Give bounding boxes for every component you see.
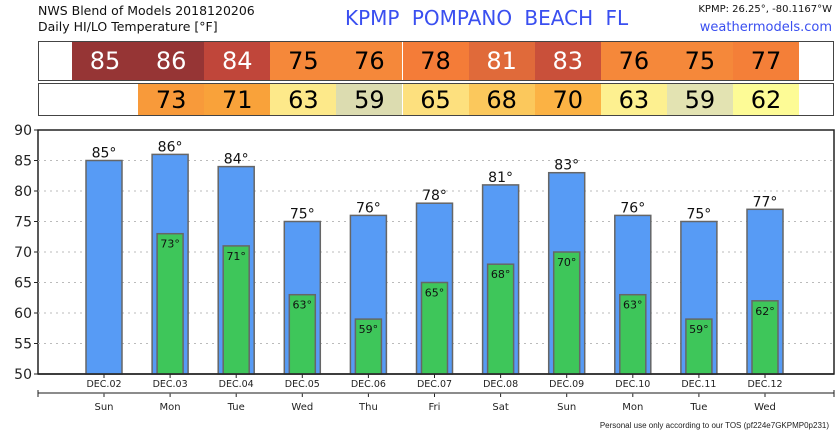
high-temp-cell: 76 (336, 42, 403, 80)
day-label: Tue (227, 402, 245, 413)
low-bar (354, 318, 383, 375)
high-label: 75° (290, 207, 315, 223)
x-tick-label: DEC.08 (483, 379, 518, 390)
site-link[interactable]: weathermodels.com (699, 20, 832, 35)
high-bar (85, 159, 123, 375)
day-label: Sat (492, 402, 508, 413)
y-tick-label: 90 (14, 123, 32, 139)
low-bar (288, 293, 317, 375)
y-tick-label: 75 (14, 215, 32, 231)
low-temp-cell: 63 (270, 84, 337, 115)
low-temp-cell: 70 (534, 84, 601, 115)
y-tick-label: 85 (14, 154, 32, 170)
x-tick-label: DEC.10 (615, 379, 650, 390)
high-temp-cell: 76 (600, 42, 667, 80)
station-coords: KPMP: 26.25°, -80.1167°W (698, 4, 832, 15)
low-bar (156, 232, 184, 375)
low-temp-cell: 68 (468, 84, 535, 115)
low-label: 65° (425, 287, 445, 300)
day-label: Fri (429, 402, 441, 413)
low-temp-cell: 59 (666, 84, 733, 115)
y-tick-label: 70 (14, 245, 32, 261)
low-temp-row: 73 71 63 59 65 68 70 63 59 62 (38, 83, 834, 116)
y-tick-label: 60 (14, 306, 32, 322)
high-label: 75° (686, 207, 711, 223)
station-name: KPMP POMPANO BEACH FL (345, 6, 629, 30)
day-label: Sun (557, 402, 576, 413)
high-label: 81° (488, 170, 513, 186)
high-label: 76° (620, 200, 645, 216)
high-label: 85° (92, 146, 117, 162)
x-tick-label: DEC.07 (417, 379, 452, 390)
high-temp-row: 85 86 84 75 76 78 81 83 76 75 77 (38, 41, 834, 81)
low-temp-cell: 65 (402, 84, 469, 115)
day-label: Wed (291, 402, 313, 413)
low-label: 73° (160, 238, 180, 251)
low-temp-cell: 62 (733, 84, 800, 115)
low-label: 68° (491, 268, 511, 281)
day-label: Thu (358, 402, 378, 413)
high-temp-cell: 75 (666, 42, 733, 80)
y-tick-label: 65 (14, 276, 32, 292)
day-label: Wed (754, 402, 776, 413)
high-label: 84° (224, 152, 249, 168)
y-tick-label: 55 (14, 337, 32, 353)
x-tick-label: DEC.12 (747, 379, 782, 390)
low-label: 59° (689, 323, 709, 336)
high-temp-cell: 75 (270, 42, 337, 80)
day-label: Mon (160, 402, 181, 413)
high-temp-cell: 86 (138, 42, 205, 80)
day-label: Tue (689, 402, 707, 413)
model-title: NWS Blend of Models 2018120206 (38, 3, 255, 18)
high-temp-cell: 84 (204, 42, 271, 80)
high-label: 78° (422, 188, 447, 204)
low-label: 63° (293, 299, 313, 312)
day-label: Mon (622, 402, 643, 413)
low-label: 59° (359, 323, 379, 336)
x-tick-label: DEC.05 (285, 379, 320, 390)
low-temp-cell: 59 (336, 84, 403, 115)
low-bar (619, 293, 647, 375)
high-temp-cell: 78 (402, 42, 469, 80)
high-label: 86° (158, 139, 183, 155)
high-temp-cell: 81 (468, 42, 535, 80)
x-tick-label: DEC.04 (219, 379, 254, 390)
high-label: 83° (554, 158, 579, 174)
high-temp-cell: 83 (534, 42, 601, 80)
x-tick-label: DEC.02 (86, 379, 121, 390)
low-bar (222, 245, 250, 375)
x-tick-label: DEC.06 (351, 379, 386, 390)
low-label: 62° (755, 305, 775, 318)
high-label: 76° (356, 200, 381, 216)
low-bar (751, 300, 779, 375)
high-label: 77° (753, 194, 778, 210)
low-bar (552, 251, 581, 375)
low-label: 63° (623, 299, 643, 312)
chart-subtitle: Daily HI/LO Temperature [°F] (38, 19, 218, 34)
low-temp-cell: 71 (204, 84, 271, 115)
tos-notice: Personal use only according to our TOS (… (599, 421, 829, 430)
x-tick-label: DEC.03 (153, 379, 188, 390)
y-tick-label: 50 (14, 367, 32, 383)
high-temp-cell: 77 (733, 42, 800, 80)
low-temp-cell: 63 (600, 84, 667, 115)
low-label: 71° (226, 250, 246, 263)
high-temp-cell: 85 (72, 42, 139, 80)
day-label: Sun (94, 402, 113, 413)
y-tick-label: 80 (14, 184, 32, 200)
x-tick-label: DEC.11 (681, 379, 716, 390)
x-tick-label: DEC.09 (549, 379, 584, 390)
low-label: 70° (557, 256, 577, 269)
low-temp-cell: 73 (138, 84, 205, 115)
